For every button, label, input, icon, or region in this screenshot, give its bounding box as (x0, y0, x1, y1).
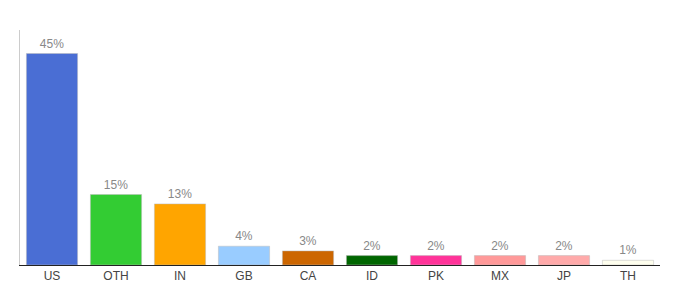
svg-text:3%: 3% (299, 234, 317, 248)
svg-text:ID: ID (366, 269, 378, 283)
svg-text:GB: GB (235, 269, 252, 283)
svg-text:CA: CA (300, 269, 317, 283)
svg-text:1%: 1% (619, 243, 637, 257)
svg-text:2%: 2% (427, 239, 445, 253)
svg-text:2%: 2% (491, 239, 509, 253)
svg-text:JP: JP (557, 269, 571, 283)
svg-text:PK: PK (428, 269, 444, 283)
svg-text:US: US (44, 269, 61, 283)
svg-text:45%: 45% (40, 37, 64, 51)
svg-text:4%: 4% (235, 229, 253, 243)
svg-text:IN: IN (174, 269, 186, 283)
svg-text:2%: 2% (555, 239, 573, 253)
svg-text:15%: 15% (104, 178, 128, 192)
svg-text:2%: 2% (363, 239, 381, 253)
svg-text:TH: TH (620, 269, 636, 283)
svg-text:MX: MX (491, 269, 509, 283)
svg-text:13%: 13% (168, 187, 192, 201)
svg-text:OTH: OTH (103, 269, 128, 283)
